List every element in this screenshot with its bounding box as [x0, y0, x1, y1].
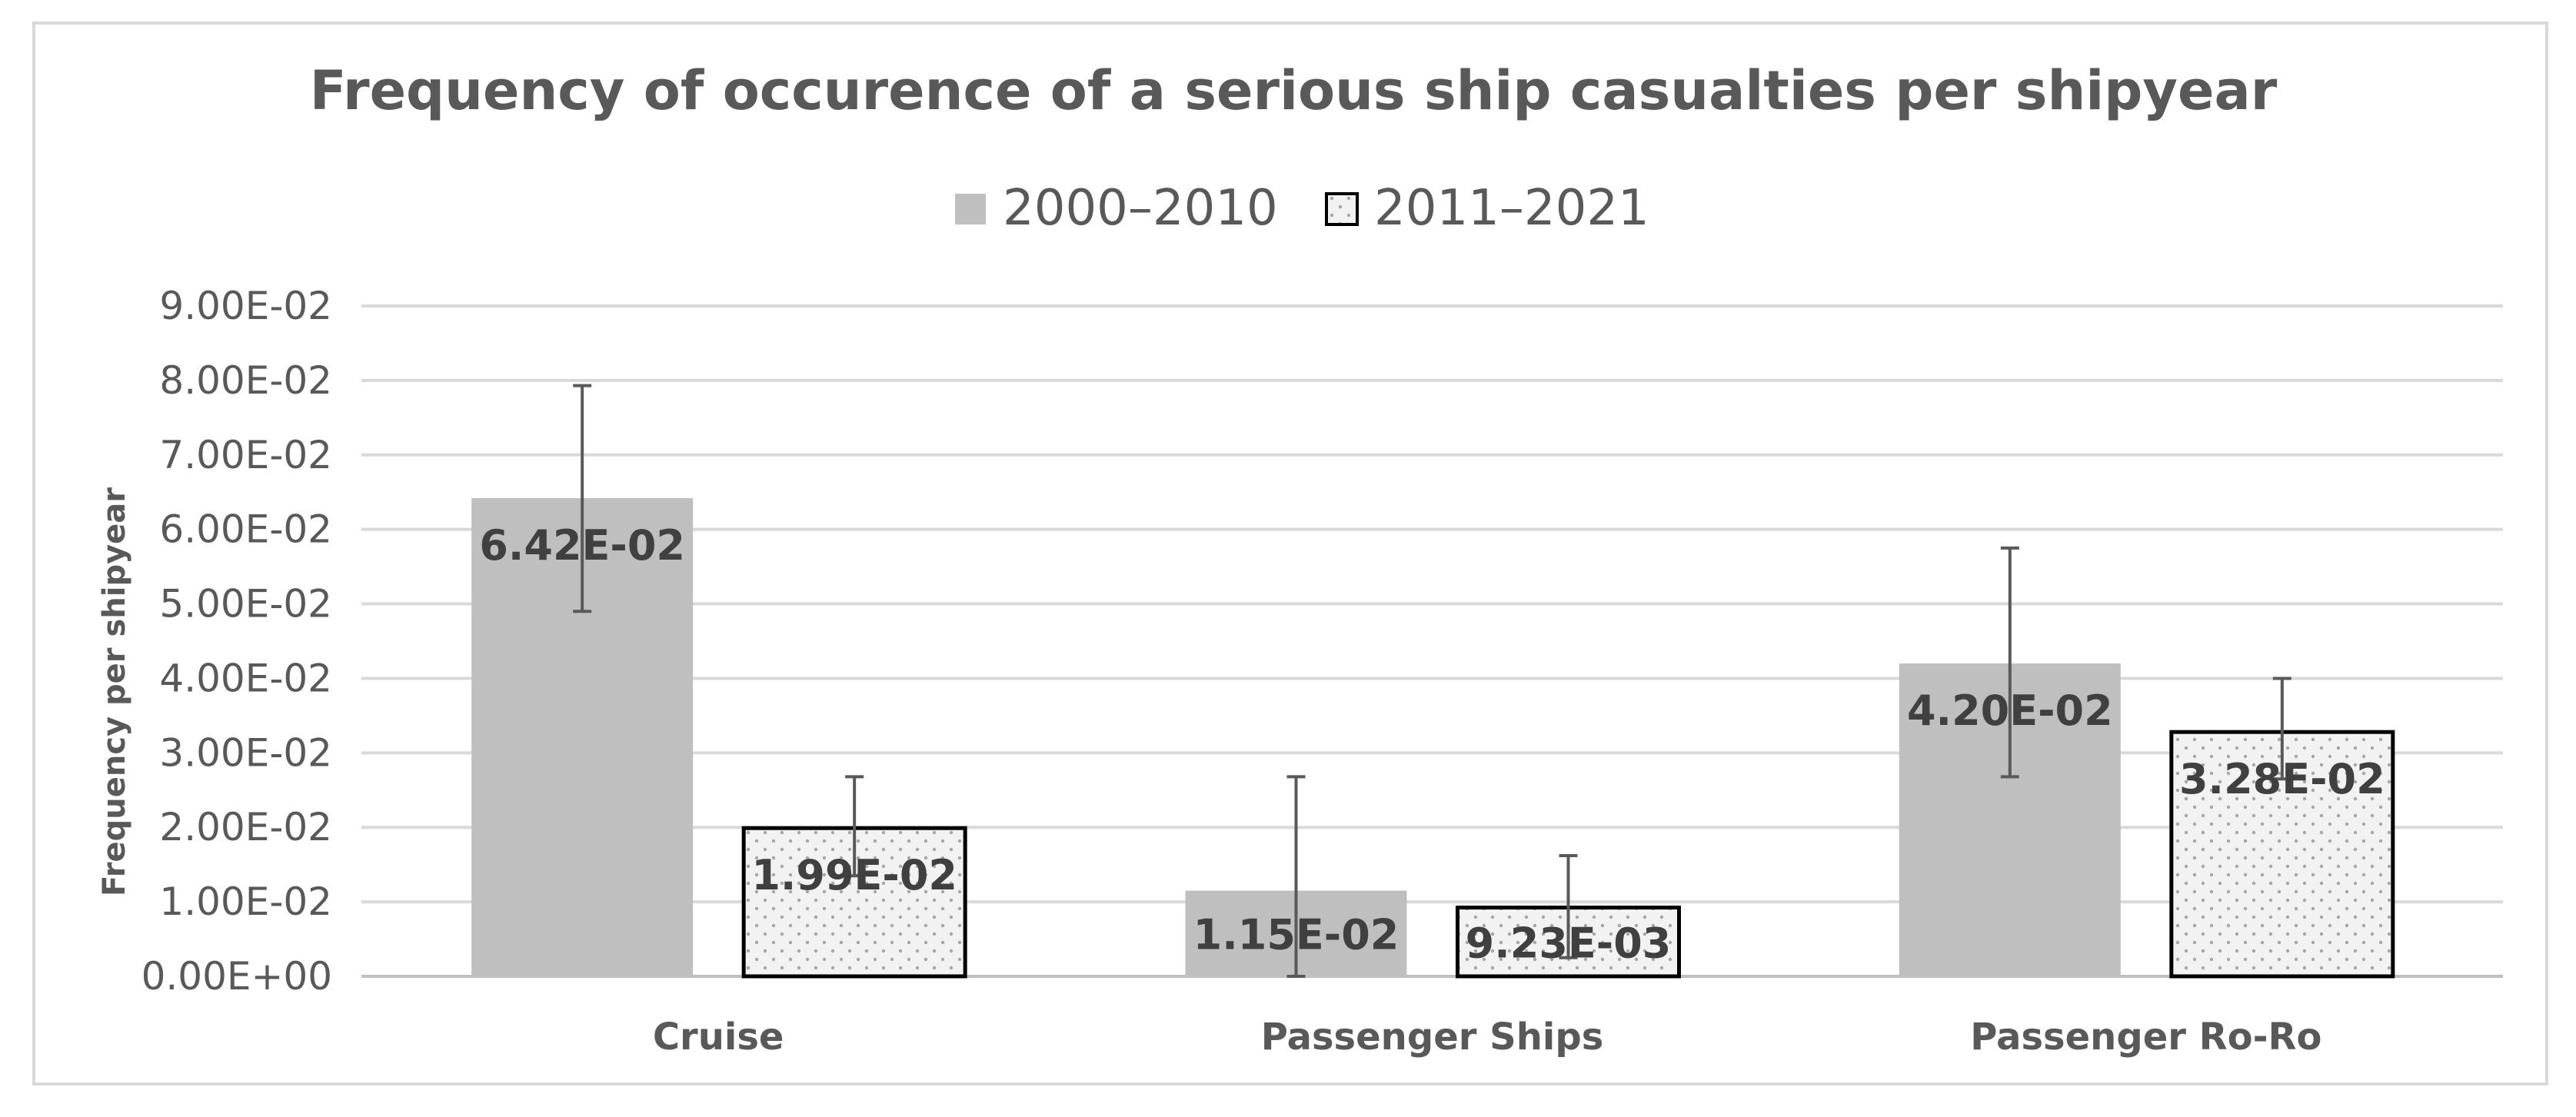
x-tick-label: Passenger Ro-Ro [1970, 1016, 2321, 1059]
data-label: 1.15E-02 [1193, 910, 1399, 959]
bars [471, 497, 2395, 979]
y-tick-label: 7.00E-02 [159, 433, 332, 477]
legend-label: 2011–2021 [1374, 180, 1649, 237]
x-tick-label: Cruise [653, 1016, 784, 1059]
y-axis-ticks: 0.00E+00 1.00E-02 2.00E-02 3.00E-02 4.00E-02… [141, 284, 332, 999]
y-tick-label: 0.00E+00 [141, 954, 332, 999]
data-labels: 6.42E-02 1.99E-02 1.15E-02 9.23E-03 4.20E-02… [479, 521, 2385, 967]
y-tick-label: 9.00E-02 [159, 284, 332, 328]
x-tick-label: Passenger Ships [1261, 1016, 1604, 1059]
y-tick-label: 6.00E-02 [159, 507, 332, 552]
y-tick-label: 2.00E-02 [159, 805, 332, 849]
data-label: 3.28E-02 [2179, 755, 2385, 803]
error-bars [573, 384, 2291, 978]
y-axis-label: Frequency per shipyear [97, 487, 132, 896]
y-tick-label: 8.00E-02 [159, 358, 332, 403]
chart-title: Frequency of occurence of a serious ship… [310, 59, 2278, 122]
legend-swatch-0 [955, 194, 986, 224]
gridlines [361, 304, 2503, 978]
legend-swatch-1 [1325, 192, 1359, 226]
x-axis-ticks: Cruise Passenger Ships Passenger Ro-Ro [653, 1016, 2322, 1059]
legend-label: 2000–2010 [1003, 180, 1278, 237]
data-label: 4.20E-02 [1907, 686, 2113, 735]
y-tick-label: 4.00E-02 [159, 656, 332, 700]
y-tick-label: 1.00E-02 [159, 879, 332, 924]
y-tick-label: 3.00E-02 [159, 730, 332, 775]
y-tick-label: 5.00E-02 [159, 582, 332, 627]
data-label: 9.23E-03 [1466, 919, 1672, 967]
data-label: 6.42E-02 [479, 521, 685, 570]
data-label: 1.99E-02 [751, 851, 957, 899]
legend: 2000–2010 2011–2021 [955, 180, 1649, 237]
